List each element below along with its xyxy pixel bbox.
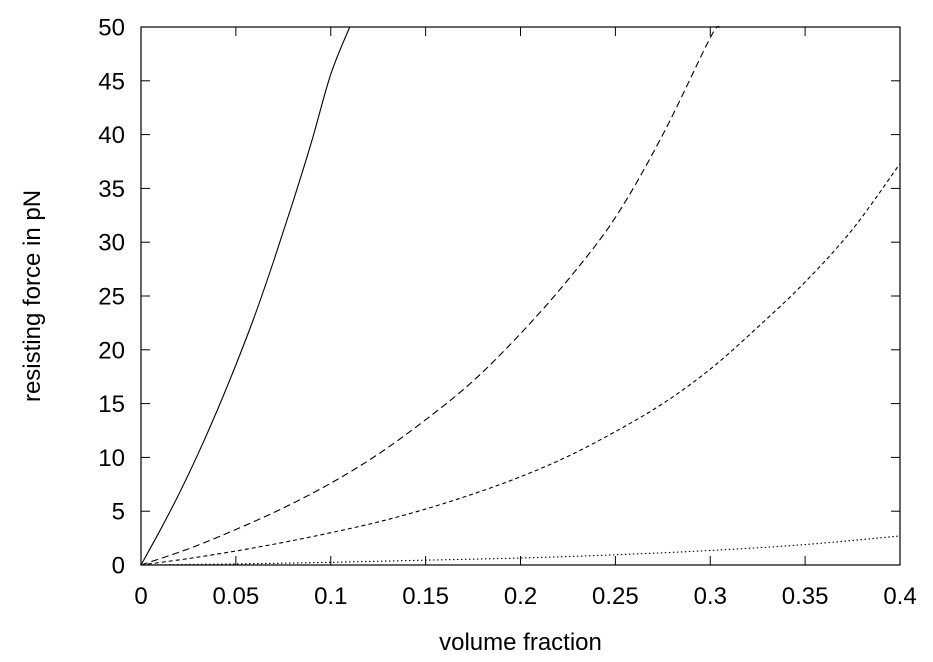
y-tick-label: 40 xyxy=(98,122,125,149)
x-tick-label: 0.05 xyxy=(213,583,260,610)
x-tick-label: 0 xyxy=(134,583,147,610)
y-axis-title: resisting force in pN xyxy=(19,190,46,402)
x-tick-label: 0.3 xyxy=(694,583,727,610)
plot-frame xyxy=(141,27,900,565)
y-tick-label: 30 xyxy=(98,230,125,257)
y-tick-label: 5 xyxy=(112,499,125,526)
x-tick-label: 0.35 xyxy=(782,583,829,610)
y-tick-label: 35 xyxy=(98,176,125,203)
y-tick-label: 25 xyxy=(98,284,125,311)
x-axis-title: volume fraction xyxy=(439,629,602,656)
y-tick-label: 45 xyxy=(98,68,125,95)
series-lines xyxy=(141,26,900,565)
y-tick-label: 0 xyxy=(112,553,125,580)
x-tick-label: 0.15 xyxy=(402,583,449,610)
series-line-2 xyxy=(141,26,720,565)
x-tick-label: 0.2 xyxy=(504,583,537,610)
y-tick-labels: 0 5 10 15 20 25 30 35 40 45 50 xyxy=(98,15,125,580)
x-tick-label: 0.25 xyxy=(592,583,639,610)
y-tick-label: 15 xyxy=(98,391,125,418)
x-tick-label: 0.4 xyxy=(883,583,916,610)
x-tick-label: 0.1 xyxy=(314,583,347,610)
y-tick-label: 50 xyxy=(98,15,125,42)
axis-ticks xyxy=(141,27,900,565)
series-line-3 xyxy=(141,164,900,565)
series-line-1 xyxy=(141,27,350,565)
y-tick-label: 10 xyxy=(98,445,125,472)
x-tick-labels: 0 0.05 0.1 0.15 0.2 0.25 0.3 0.35 0.4 xyxy=(134,583,916,610)
y-tick-label: 20 xyxy=(98,337,125,364)
